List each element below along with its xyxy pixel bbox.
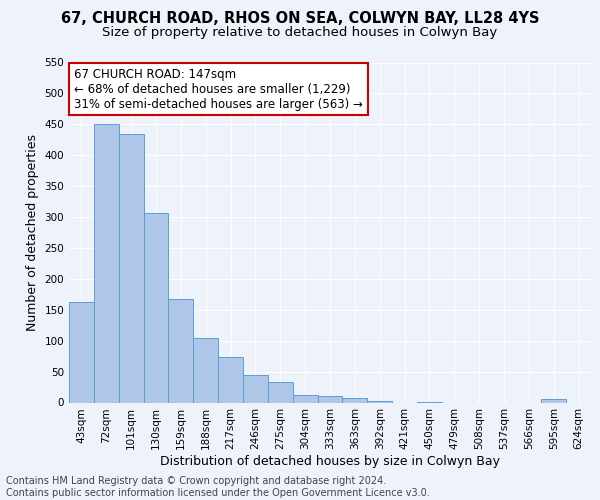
Y-axis label: Number of detached properties: Number of detached properties xyxy=(26,134,39,331)
Bar xyxy=(94,124,119,402)
Bar xyxy=(169,300,193,403)
Text: Contains HM Land Registry data © Crown copyright and database right 2024.
Contai: Contains HM Land Registry data © Crown c… xyxy=(6,476,430,498)
X-axis label: Distribution of detached houses by size in Colwyn Bay: Distribution of detached houses by size … xyxy=(160,455,500,468)
Bar xyxy=(143,212,169,402)
Text: 67 CHURCH ROAD: 147sqm
← 68% of detached houses are smaller (1,229)
31% of semi-: 67 CHURCH ROAD: 147sqm ← 68% of detached… xyxy=(74,68,363,110)
Bar xyxy=(119,134,143,402)
Bar xyxy=(541,400,566,402)
Bar xyxy=(268,382,293,402)
Bar xyxy=(293,395,317,402)
Bar xyxy=(69,302,94,402)
Bar xyxy=(243,376,268,402)
Bar xyxy=(218,358,243,403)
Text: Size of property relative to detached houses in Colwyn Bay: Size of property relative to detached ho… xyxy=(103,26,497,39)
Bar xyxy=(343,398,367,402)
Text: 67, CHURCH ROAD, RHOS ON SEA, COLWYN BAY, LL28 4YS: 67, CHURCH ROAD, RHOS ON SEA, COLWYN BAY… xyxy=(61,11,539,26)
Bar xyxy=(317,396,343,402)
Bar xyxy=(193,338,218,402)
